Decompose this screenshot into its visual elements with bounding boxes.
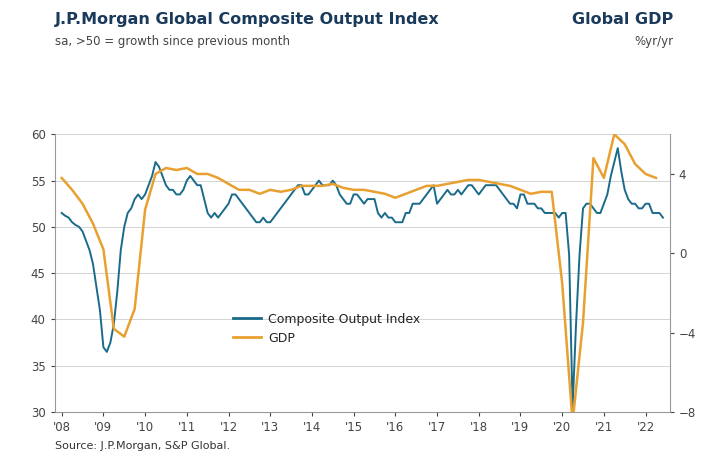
Text: sa, >50 = growth since previous month: sa, >50 = growth since previous month — [55, 35, 290, 48]
Text: J.P.Morgan Global Composite Output Index: J.P.Morgan Global Composite Output Index — [55, 12, 440, 26]
Legend: Composite Output Index, GDP: Composite Output Index, GDP — [233, 313, 420, 345]
Text: %yr/yr: %yr/yr — [634, 35, 673, 48]
Text: Global GDP: Global GDP — [572, 12, 673, 26]
Text: Source: J.P.Morgan, S&P Global.: Source: J.P.Morgan, S&P Global. — [55, 441, 230, 451]
